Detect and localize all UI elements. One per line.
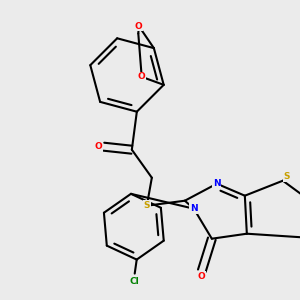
Text: S: S	[284, 172, 290, 181]
Text: O: O	[135, 22, 143, 31]
Text: S: S	[144, 201, 150, 210]
Text: N: N	[190, 204, 198, 213]
Text: O: O	[95, 142, 103, 151]
Text: O: O	[198, 272, 206, 281]
Text: Cl: Cl	[130, 277, 140, 286]
Text: O: O	[138, 72, 146, 81]
Text: N: N	[213, 179, 220, 188]
